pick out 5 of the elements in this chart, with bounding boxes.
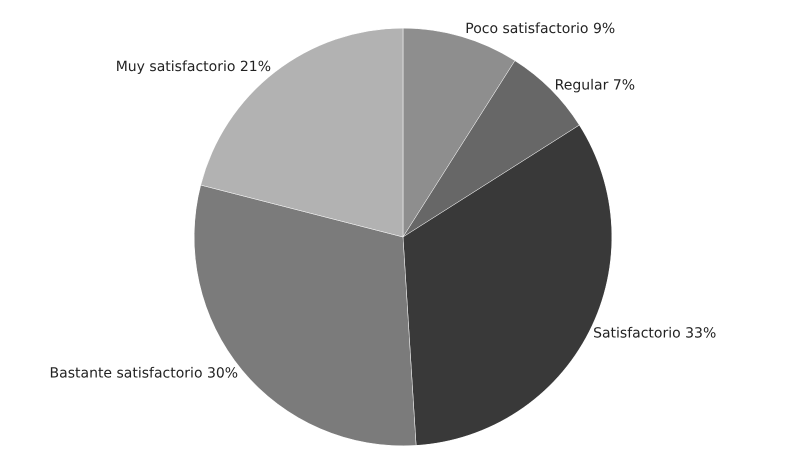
slice-label: Muy satisfactorio 21%: [116, 58, 271, 75]
slice-label: Satisfactorio 33%: [593, 325, 716, 342]
slice-label: Bastante satisfactorio 30%: [50, 365, 238, 382]
slice-label: Regular 7%: [554, 77, 636, 94]
slice-label: Poco satisfactorio 9%: [465, 21, 616, 38]
